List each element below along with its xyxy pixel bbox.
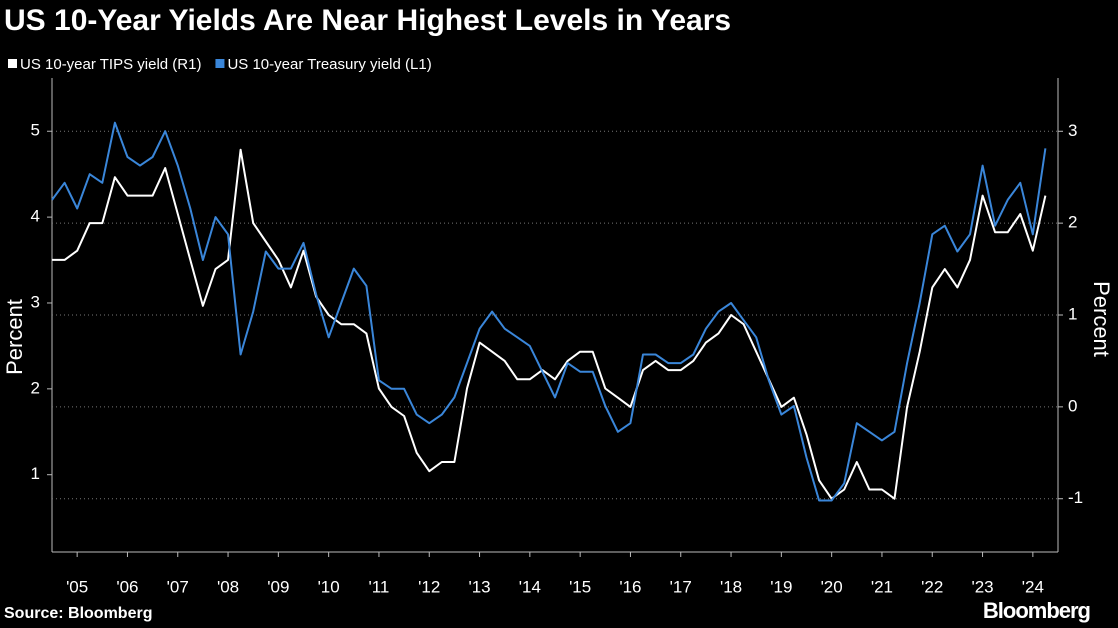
x-tick-label: '23 <box>971 577 993 596</box>
y2-tick-label: 0 <box>1068 396 1077 415</box>
x-tick-label: '22 <box>921 577 943 596</box>
line-series <box>52 148 1047 500</box>
x-tick-label: '08 <box>217 577 239 596</box>
brand: Bloomberg <box>983 598 1090 623</box>
y2-tick-label: 3 <box>1068 121 1077 140</box>
chart-title: US 10-Year Yields Are Near Highest Level… <box>4 4 731 37</box>
x-tick-label: '14 <box>519 577 541 596</box>
x-tick-label: '11 <box>368 577 389 596</box>
source: Source: Bloomberg <box>4 605 152 622</box>
x-tick-label: '07 <box>167 577 189 596</box>
y-tick-label: 1 <box>31 464 40 483</box>
x-tick-label: '19 <box>770 577 792 596</box>
legend-swatch <box>8 59 17 68</box>
y-tick-label: 5 <box>31 121 40 140</box>
x-tick-label: '17 <box>670 577 692 596</box>
x-tick-label: '10 <box>318 577 340 596</box>
y2-tick-label: -1 <box>1068 488 1083 507</box>
x-tick-label: '18 <box>720 577 742 596</box>
legend-label: US 10-year TIPS yield (R1) <box>20 56 201 73</box>
x-tick-label: '16 <box>619 577 641 596</box>
x-tick-label: '13 <box>468 577 490 596</box>
x-tick-label: '06 <box>116 577 138 596</box>
y2-tick-label: 1 <box>1068 304 1077 323</box>
y2-axis-title: Percent <box>1089 281 1114 357</box>
x-tick-label: '05 <box>66 577 88 596</box>
y-tick-label: 4 <box>31 207 40 226</box>
y-axis-title: Percent <box>2 299 27 375</box>
line-series <box>51 121 1047 502</box>
x-tick-label: '15 <box>569 577 591 596</box>
x-tick-label: '12 <box>418 577 440 596</box>
x-tick-label: '20 <box>821 577 843 596</box>
y-tick-label: 3 <box>31 292 40 311</box>
legend-swatch <box>215 59 225 68</box>
x-tick-label: '24 <box>1022 577 1044 596</box>
x-tick-label: '21 <box>871 577 893 596</box>
y2-tick-label: 2 <box>1068 213 1077 232</box>
legend-label: US 10-year Treasury yield (L1) <box>227 56 431 73</box>
x-tick-label: '09 <box>267 577 289 596</box>
y-tick-label: 2 <box>31 378 40 397</box>
